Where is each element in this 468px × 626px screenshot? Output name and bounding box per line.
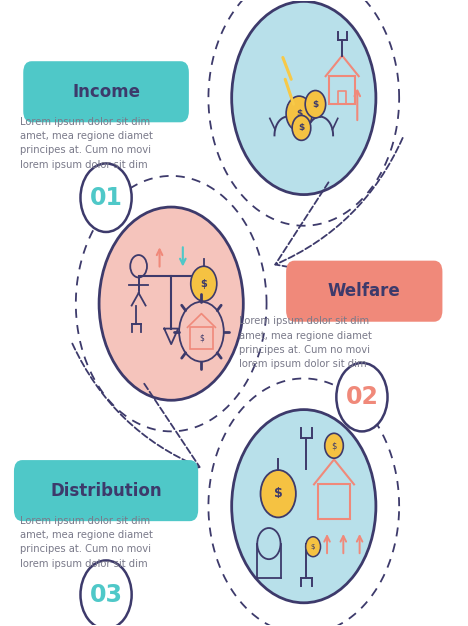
Circle shape <box>286 96 312 131</box>
Text: Lorem ipsum dolor sit dim
amet, mea regione diamet
principes at. Cum no movi
lor: Lorem ipsum dolor sit dim amet, mea regi… <box>239 316 372 369</box>
Circle shape <box>306 536 321 557</box>
Text: $: $ <box>199 334 204 342</box>
Text: $: $ <box>298 123 305 133</box>
Circle shape <box>80 560 132 626</box>
FancyBboxPatch shape <box>14 460 198 521</box>
FancyArrowPatch shape <box>73 344 200 486</box>
Circle shape <box>292 115 311 140</box>
Circle shape <box>305 91 326 118</box>
Circle shape <box>99 207 243 400</box>
Circle shape <box>261 470 296 518</box>
Circle shape <box>232 1 376 195</box>
FancyBboxPatch shape <box>286 260 442 322</box>
Text: 03: 03 <box>89 583 123 607</box>
FancyArrowPatch shape <box>275 138 402 282</box>
Text: Distribution: Distribution <box>50 481 162 500</box>
Text: Welfare: Welfare <box>328 282 401 300</box>
Circle shape <box>232 409 376 603</box>
FancyBboxPatch shape <box>23 61 189 122</box>
Circle shape <box>325 433 344 458</box>
Text: 02: 02 <box>345 385 378 409</box>
Text: Lorem ipsum dolor sit dim
amet, mea regione diamet
principes at. Cum no movi
lor: Lorem ipsum dolor sit dim amet, mea regi… <box>20 516 153 569</box>
Text: Lorem ipsum dolor sit dim
amet, mea regione diamet
principes at. Cum no movi
lor: Lorem ipsum dolor sit dim amet, mea regi… <box>20 116 153 170</box>
Text: $: $ <box>331 441 336 450</box>
Text: Income: Income <box>72 83 140 101</box>
Text: $: $ <box>311 544 315 550</box>
Circle shape <box>336 363 388 431</box>
Circle shape <box>80 163 132 232</box>
Text: $: $ <box>312 100 319 109</box>
Text: $: $ <box>274 487 283 500</box>
Text: $: $ <box>296 109 302 118</box>
Text: 01: 01 <box>90 186 123 210</box>
Circle shape <box>191 266 217 301</box>
Text: $: $ <box>200 279 207 289</box>
